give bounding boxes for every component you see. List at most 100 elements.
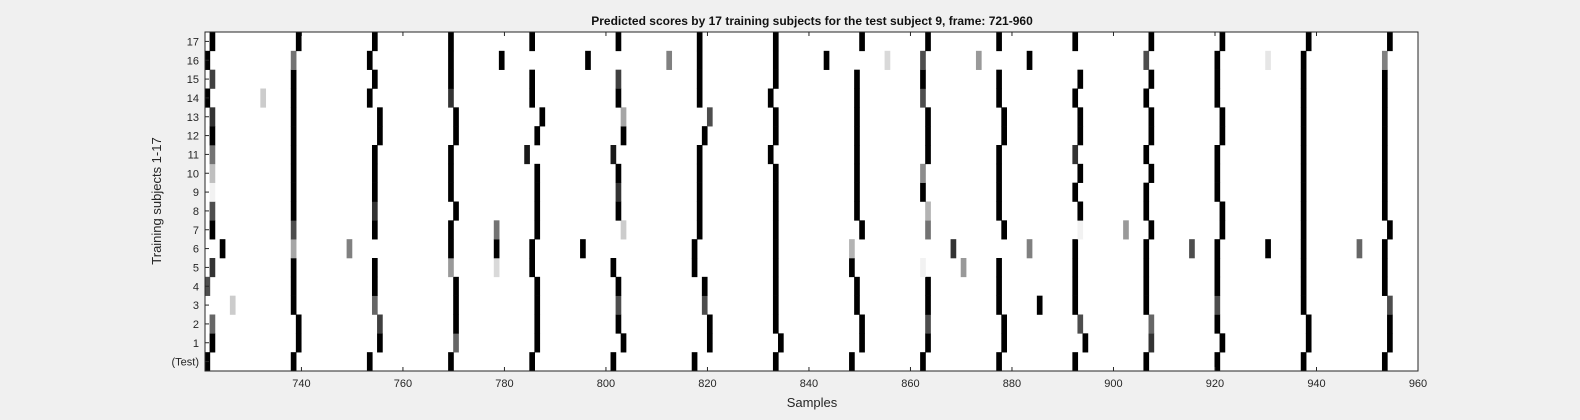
plot-frame [204, 31, 1419, 372]
heatmap-cell [290, 145, 297, 165]
heatmap-cell [366, 50, 373, 70]
heatmap-cell [1072, 295, 1079, 315]
x-tick-label: 760 [394, 378, 412, 390]
heatmap-cell [371, 32, 378, 52]
heatmap-cell [290, 201, 297, 221]
heatmap-cell [1072, 239, 1079, 259]
heatmap-cell [772, 182, 779, 202]
heatmap-cell [209, 163, 216, 183]
heatmap-cell [772, 220, 779, 240]
heatmap-cell [260, 88, 267, 108]
y-tick-label: 13 [187, 112, 199, 124]
heatmap-cell [1026, 239, 1033, 259]
heatmap-cell [1387, 333, 1393, 353]
heatmap-cell [1387, 220, 1393, 240]
heatmap-cell [615, 182, 622, 202]
heatmap-cell [854, 69, 860, 89]
heatmap-cell [1077, 107, 1084, 127]
heatmap-cell [448, 352, 454, 372]
heatmap-cell [925, 333, 931, 353]
heatmap-cell [1300, 201, 1307, 221]
heatmap-cell [1214, 258, 1221, 278]
heatmap-cell [493, 220, 500, 240]
heatmap-cell [996, 32, 1002, 52]
heatmap-cell [960, 258, 967, 278]
heatmap-cell [219, 239, 226, 259]
x-tick-label: 880 [1003, 378, 1021, 390]
heatmap-cell [448, 145, 454, 165]
heatmap-cell [371, 258, 378, 278]
heatmap-cell [1143, 145, 1150, 165]
heatmap-cell [1072, 276, 1079, 296]
heatmap-cell [706, 333, 713, 353]
heatmap-cell [1387, 314, 1393, 334]
heatmap-cell [772, 258, 779, 278]
heatmap-cell [1219, 333, 1226, 353]
heatmap-cell [539, 107, 546, 127]
x-tick-label: 920 [1206, 378, 1224, 390]
heatmap-cell [453, 295, 459, 315]
heatmap-cell [996, 276, 1002, 296]
heatmap-cell [448, 69, 454, 89]
heatmap-cell [1148, 220, 1155, 240]
heatmap-cell [696, 69, 703, 89]
chart-title: Predicted scores by 17 training subjects… [591, 14, 1033, 28]
heatmap-cell [371, 69, 378, 89]
heatmap-cell [1381, 182, 1388, 202]
heatmap-cell [290, 220, 297, 240]
heatmap-cell [696, 163, 703, 183]
heatmap-cell [290, 163, 297, 183]
heatmap-cell [377, 126, 383, 146]
heatmap-cell [920, 88, 926, 108]
heatmap-cell [1214, 69, 1221, 89]
heatmap-cell [778, 333, 784, 353]
x-tick-label: 780 [495, 378, 513, 390]
heatmap-cell [290, 50, 297, 70]
heatmap-cell [920, 50, 926, 70]
heatmap-cell [1300, 239, 1307, 259]
heatmap-cell [1001, 220, 1007, 240]
heatmap-cell [209, 333, 216, 353]
heatmap-cell [448, 88, 454, 108]
heatmap-cell [610, 258, 617, 278]
heatmap-cell [534, 220, 541, 240]
heatmap-cell [859, 32, 865, 52]
heatmap-cell [696, 220, 703, 240]
heatmap-cell [529, 239, 535, 259]
x-tick-label: 900 [1104, 378, 1122, 390]
heatmap-cell [290, 107, 297, 127]
heatmap-cell [772, 239, 779, 259]
heatmap-cell [615, 295, 622, 315]
heatmap-cell [1143, 201, 1150, 221]
heatmap-cell [767, 145, 774, 165]
heatmap-cell [1148, 107, 1155, 127]
heatmap-cell [1143, 50, 1150, 70]
heatmap-cell [209, 69, 216, 89]
heatmap-cell [295, 333, 302, 353]
heatmap-cell [371, 201, 378, 221]
heatmap-cell [975, 50, 982, 70]
heatmap-cell [1148, 163, 1155, 183]
heatmap-cell [1148, 126, 1155, 146]
heatmap-cell [620, 107, 627, 127]
heatmap-cell [691, 239, 698, 259]
heatmap-cell [1026, 50, 1033, 70]
x-tick-label: 740 [292, 378, 310, 390]
heatmap-cell [701, 295, 708, 315]
heatmap-cell [1143, 88, 1150, 108]
heatmap-cell [371, 182, 378, 202]
heatmap-cell [996, 163, 1002, 183]
heatmap-cell [1219, 32, 1226, 52]
heatmap-cell [529, 32, 535, 52]
heatmap-cell [1381, 88, 1388, 108]
heatmap-cell [772, 32, 779, 52]
heatmap-cell [1148, 32, 1155, 52]
heatmap-cell [854, 107, 860, 127]
heatmap-cell [346, 239, 353, 259]
heatmap-cell [453, 333, 459, 353]
heatmap-cell [448, 182, 454, 202]
heatmap-cell [1219, 220, 1226, 240]
x-tick-label: 840 [800, 378, 818, 390]
heatmap-cell [1214, 163, 1221, 183]
